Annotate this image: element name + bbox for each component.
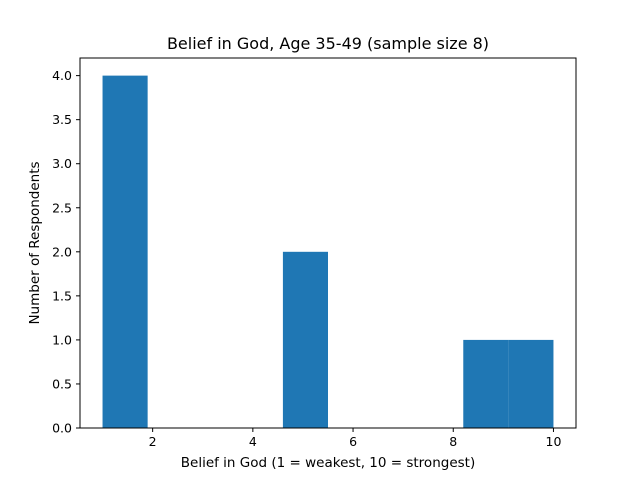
x-axis-label: Belief in God (1 = weakest, 10 = stronge…	[181, 455, 475, 471]
x-tick-label: 10	[546, 434, 562, 449]
histogram-bar-4	[282, 251, 328, 428]
y-tick-label: 1.0	[52, 332, 72, 347]
y-tick-label: 2.5	[52, 200, 72, 215]
histogram-bar-9	[508, 339, 554, 428]
y-axis-label: Number of Respondents	[27, 161, 43, 324]
y-tick-label: 3.5	[52, 112, 72, 127]
x-tick-label: 4	[249, 434, 257, 449]
y-tick-label: 1.5	[52, 288, 72, 303]
y-axis-ticks: 0.0 0.5 1.0 1.5 2.0 2.5 3.0 3.5 4.0	[52, 68, 80, 436]
x-axis-ticks: 2 4 6 8 10	[149, 428, 562, 449]
y-tick-label: 2.0	[52, 244, 72, 259]
histogram-bar-0	[102, 75, 148, 428]
histogram-bar-8	[463, 339, 509, 428]
y-tick-label: 0.0	[52, 421, 72, 436]
plot-frame	[79, 57, 577, 429]
x-tick-label: 2	[149, 434, 157, 449]
bars-group	[102, 75, 554, 428]
y-tick-label: 3.0	[52, 156, 72, 171]
y-tick-label: 0.5	[52, 376, 72, 391]
x-tick-label: 6	[349, 434, 357, 449]
x-tick-label: 8	[449, 434, 457, 449]
chart-title: Belief in God, Age 35-49 (sample size 8)	[167, 34, 489, 53]
y-tick-label: 4.0	[52, 68, 72, 83]
